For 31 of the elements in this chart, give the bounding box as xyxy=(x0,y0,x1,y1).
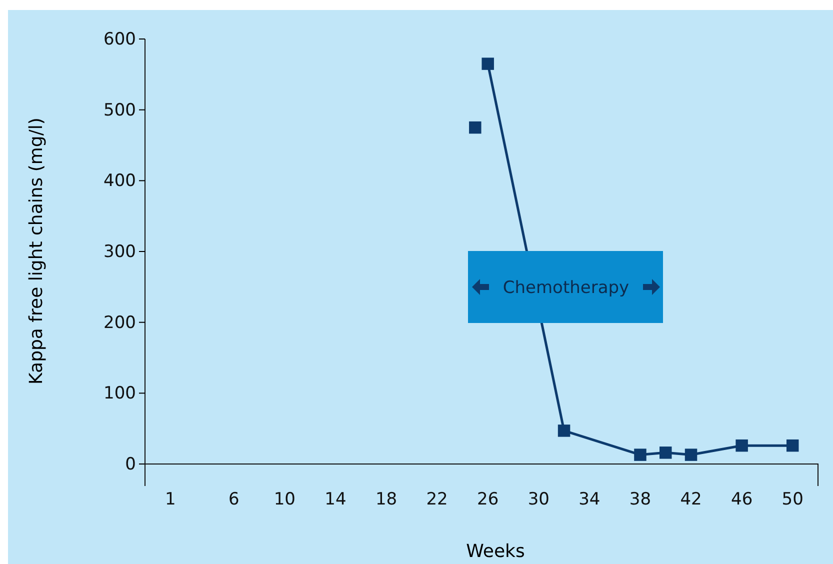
y-tick-label: 200 xyxy=(104,312,136,333)
x-tick-label: 6 xyxy=(228,489,240,510)
x-tick-label: 10 xyxy=(274,489,296,510)
x-axis-title: Weeks xyxy=(466,541,525,562)
point xyxy=(558,424,570,437)
point xyxy=(684,448,698,461)
y-tick-label: 0 xyxy=(125,454,136,474)
y-tick-label: 500 xyxy=(104,100,136,120)
x-tick-label: 38 xyxy=(629,489,652,510)
annotation: Chemotherapy xyxy=(502,278,630,298)
x-tick-label: 42 xyxy=(680,489,702,510)
point xyxy=(634,448,646,461)
x-tick-label: 30 xyxy=(528,489,550,510)
point xyxy=(660,446,672,459)
x-tick-label: 50 xyxy=(782,489,804,510)
y-tick-label: 300 xyxy=(104,242,136,262)
y-axis-title: Kappa free light chains (mg/l) xyxy=(26,118,47,384)
x-tick-label: 1 xyxy=(164,489,176,510)
point xyxy=(482,58,494,70)
y-tick-label: 400 xyxy=(104,171,136,192)
y-tick-label: 600 xyxy=(104,29,136,50)
x-tick-label: 18 xyxy=(375,489,398,510)
x-tick-label: 22 xyxy=(426,489,448,510)
x-tick-label: 14 xyxy=(324,489,346,510)
y-tick-label: 100 xyxy=(104,384,136,404)
x-tick-label: 34 xyxy=(578,489,600,510)
x-tick-label: 46 xyxy=(730,489,753,510)
point xyxy=(786,439,799,452)
point xyxy=(736,439,748,452)
point xyxy=(469,121,482,134)
x-tick-label: 26 xyxy=(477,489,499,510)
